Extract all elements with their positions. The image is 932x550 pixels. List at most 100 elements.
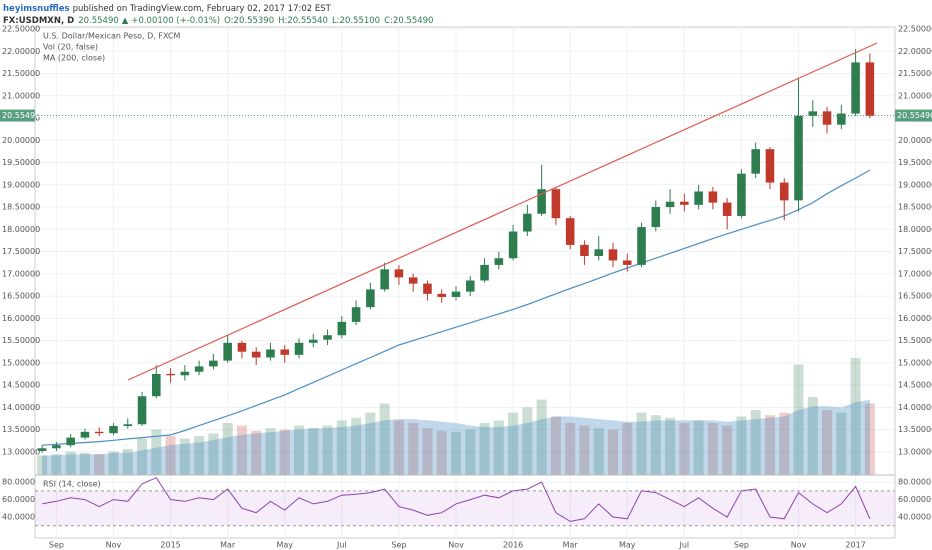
quote-line: FX:USDMXN, D 20.55490 ▲ +0.00100 (+-0.01%) O… [3,16,433,26]
x-tick-label: Nov [791,541,807,550]
high: H:20.55540 [278,16,328,26]
last: 20.55490 [78,16,119,26]
candle-body [251,351,261,358]
candle-body [494,258,504,265]
candle-body [580,244,589,257]
candle-body [266,349,275,358]
candle-body [608,249,618,261]
rsi-tick-label: 80.0000 [2,478,35,487]
candle-body [851,62,860,114]
candle-body [480,264,489,281]
y-tick-label: 18.50000 [2,203,40,212]
y-tick-label: 21.00000 [2,91,40,100]
volume-bar [764,415,775,475]
plot-frame [34,26,896,539]
volume-bar [79,452,90,475]
candle-body [665,201,675,208]
y-tick-label: 14.00000 [2,403,40,412]
x-tick-label: Nov [106,541,122,550]
volume-bar [37,455,48,475]
y-tick-label: 18.50000 [898,203,932,212]
candle-body [394,269,404,278]
ma-legend: MA (200, close) [43,54,105,63]
candle-body [537,189,546,214]
y-tick-label: 21.50000 [898,69,932,78]
x-tick-label: Sep [391,541,406,550]
y-tick-label: 17.00000 [898,269,932,278]
volume-ma-area [42,399,870,475]
candle-body [309,339,318,343]
volume-bar [850,358,861,475]
candle-body [765,149,775,183]
y-tick-label: 18.00000 [2,225,40,234]
candle-body [152,373,161,397]
candle-body [737,173,746,216]
volume-bar [322,425,333,475]
volume-bar [451,432,461,475]
candle-body [708,191,718,203]
y-tick-label: 13.50000 [2,425,40,434]
y-tick-label: 15.50000 [898,336,932,345]
candle-body [837,113,846,125]
trend-line[interactable] [127,42,878,381]
volume-bar [565,423,576,475]
y-tick-label: 20.00000 [2,136,40,145]
volume-bar [836,412,847,475]
candle-body [294,342,304,355]
candle-body [366,289,375,308]
y-tick-label: 21.50000 [2,69,40,78]
candle-body [209,360,218,367]
author[interactable]: heyimsnuffles [3,4,70,14]
symbol-legend: U.S. Dollar/Mexican Peso, D, FXCM [43,32,180,41]
volume-bar [51,454,62,475]
volume-bar [279,429,290,475]
y-tick-label: 17.00000 [2,269,40,278]
candle-body [94,431,104,434]
last-price-box [895,109,932,122]
open: O:20.55390 [224,16,274,26]
x-tick-label: Mar [220,541,236,550]
volume-bar [793,364,804,475]
candle-body [722,202,732,216]
volume-bar [408,423,419,475]
volume-bar [65,451,76,475]
candle-body [37,448,47,451]
x-tick-label: May [619,541,636,550]
y-tick-label: 17.50000 [898,247,932,256]
rsi-tick-label: 60.0000 [898,495,931,504]
y-tick-label: 22.00000 [898,47,932,56]
volume-bar [607,429,618,475]
x-tick-label: May [276,541,293,550]
symbol: FX:USDMXN, D [3,16,74,26]
candle-body [380,269,389,290]
y-tick-label: 22.00000 [2,47,40,56]
candle-body [351,307,361,322]
candle-body [408,277,418,284]
last-price-box [0,109,35,122]
volume-bar [822,410,833,475]
candle-body [323,335,332,340]
close: C:20.55490 [384,16,433,26]
y-tick-label: 14.00000 [898,403,932,412]
ma-line [42,169,871,446]
y-tick-label: 18.00000 [898,225,932,234]
y-tick-label: 13.00000 [898,447,932,456]
volume-bar [736,416,747,475]
volume-bar [707,423,718,475]
volume-bar [222,423,233,475]
x-tick-label: Nov [448,541,464,550]
y-tick-label: 17.50000 [2,247,40,256]
volume-bar [522,407,533,475]
y-tick-label: 19.50000 [2,158,40,167]
volume-legend: Vol (20, false) [43,43,98,52]
candle-body [680,201,689,205]
volume-bar [236,425,247,475]
volume-bar [379,403,390,475]
volume-bar [508,412,519,475]
candle-body [822,111,832,125]
candle-body [637,227,646,265]
candle-body [865,62,875,116]
candle-body [651,207,661,228]
volume-bar [779,412,790,475]
